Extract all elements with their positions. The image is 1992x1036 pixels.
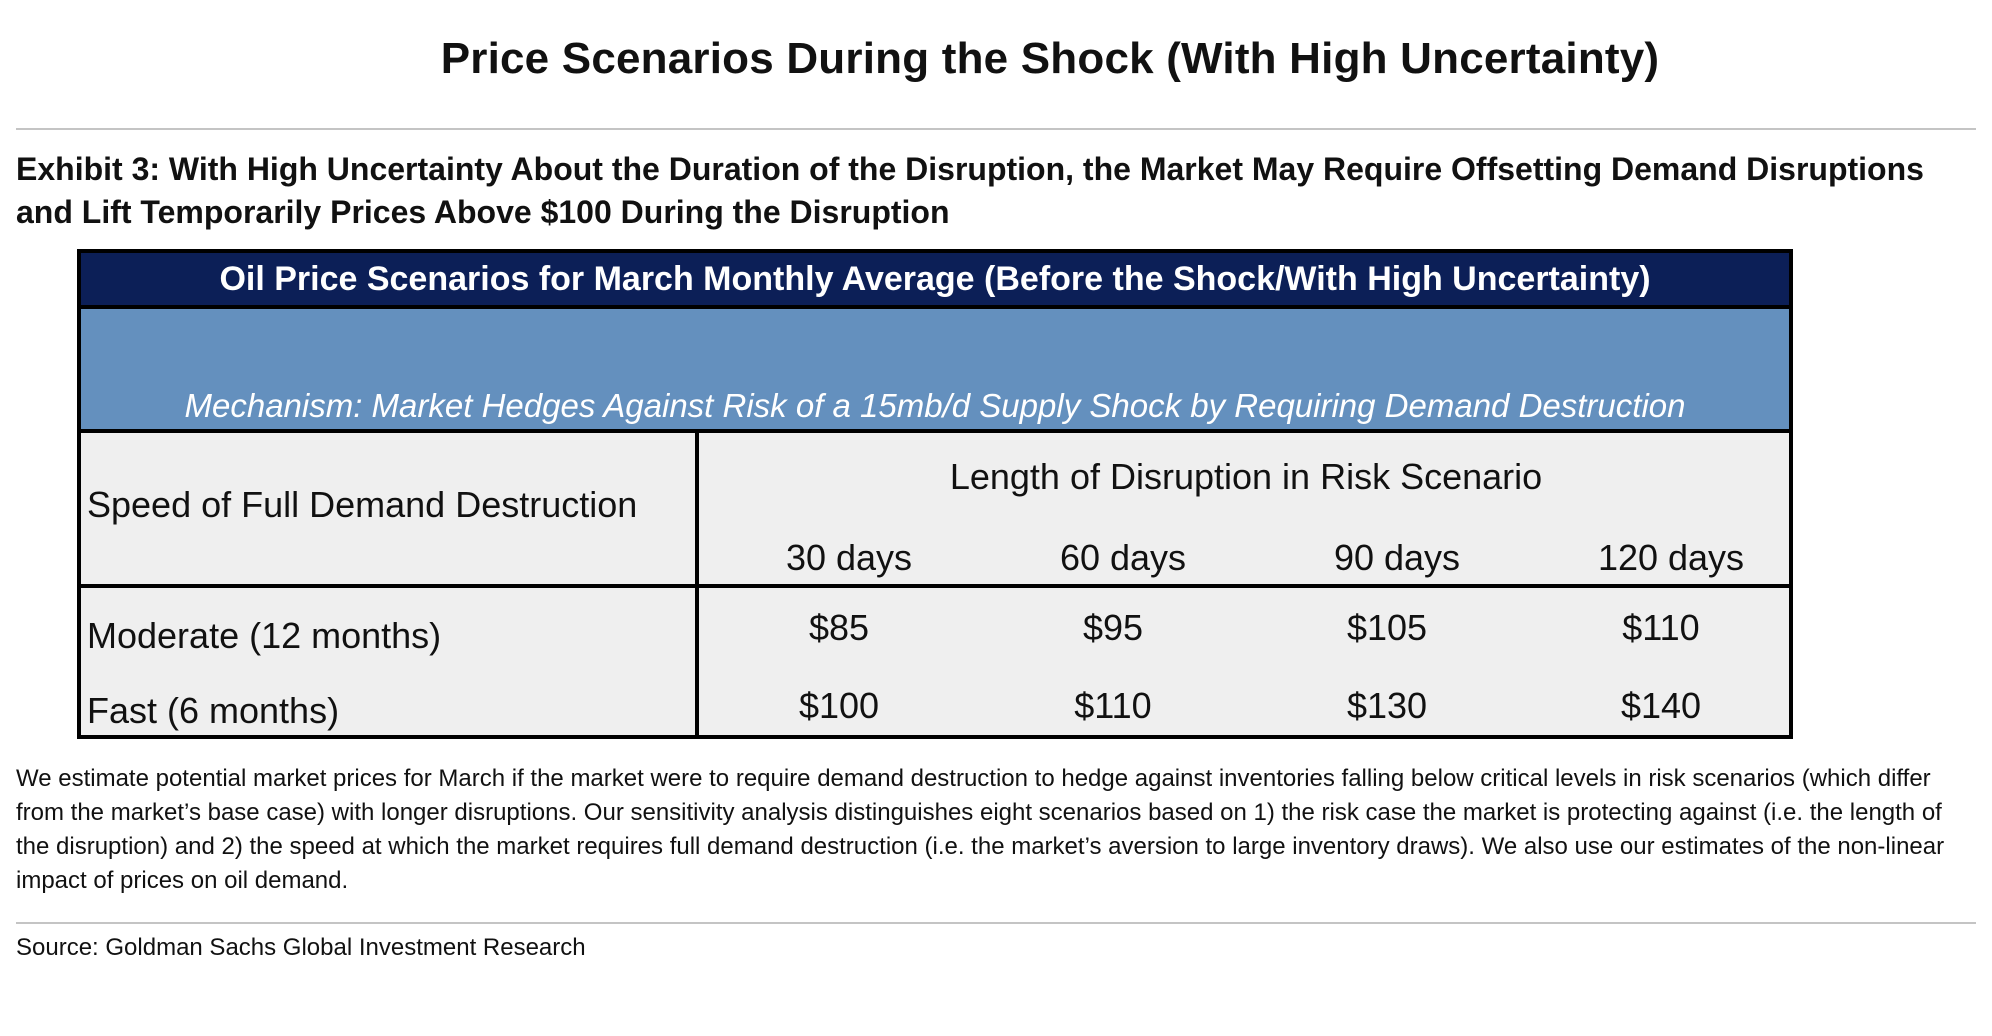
source-note: Source: Goldman Sachs Global Investment … (16, 934, 586, 961)
page-title: Price Scenarios During the Shock (With H… (440, 34, 1660, 83)
column-group-label: Length of Disruption in Risk Scenario (949, 456, 1543, 497)
row-header-label: Speed of Full Demand Destruction (87, 484, 638, 525)
header-row-divider (81, 584, 1789, 588)
table-mechanism-band: Mechanism: Market Hedges Against Risk of… (81, 309, 1789, 433)
table-header: Oil Price Scenarios for March Monthly Av… (81, 253, 1789, 309)
mechanism-text: Mechanism: Market Hedges Against Risk of… (184, 387, 1686, 424)
value-fast-90-days: $130 (1346, 685, 1428, 726)
top-divider (16, 128, 1976, 130)
row-label-fast: Fast (6 months) (87, 690, 340, 731)
column-header-90-days: 90 days (1333, 537, 1461, 578)
value-moderate-120-days: $110 (1622, 607, 1700, 648)
column-header-60-days: 60 days (1059, 537, 1187, 578)
column-header-120-days: 120 days (1597, 537, 1745, 578)
value-moderate-90-days: $105 (1346, 607, 1428, 648)
bottom-divider (16, 922, 1976, 924)
value-fast-60-days: $110 (1074, 685, 1152, 726)
row-label-moderate: Moderate (12 months) (87, 615, 442, 656)
column-header-30-days: 30 days (785, 537, 913, 578)
value-moderate-60-days: $95 (1082, 607, 1144, 648)
exhibit-title: Exhibit 3: With High Uncertainty About t… (16, 151, 1924, 230)
footnote: We estimate potential market prices for … (16, 765, 1945, 894)
value-fast-120-days: $140 (1620, 685, 1702, 726)
price-scenario-table: Oil Price Scenarios for March Monthly Av… (77, 249, 1793, 739)
value-moderate-30-days: $85 (808, 607, 870, 648)
value-fast-30-days: $100 (798, 685, 880, 726)
